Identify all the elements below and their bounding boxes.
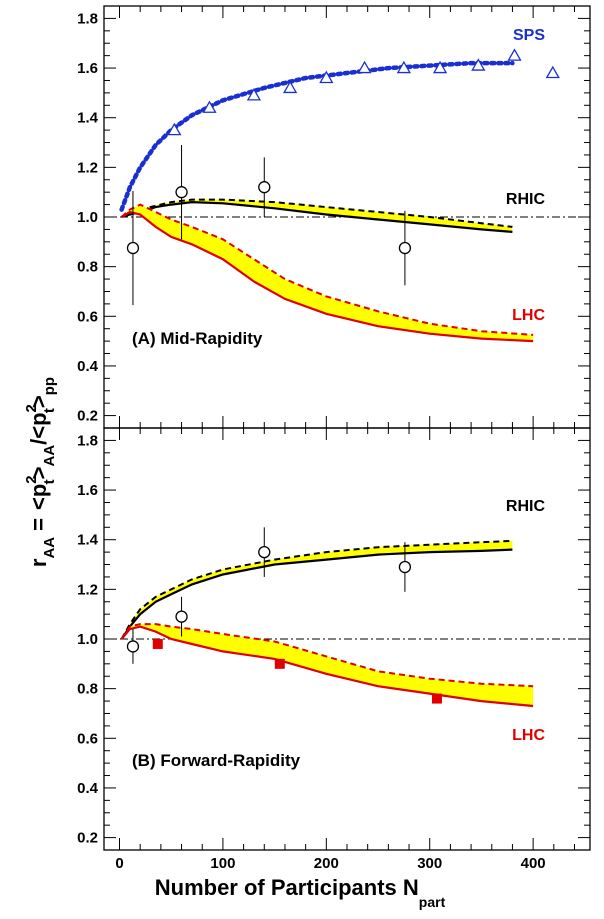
marker-circle	[258, 181, 271, 194]
series-label-lhc: LHC	[512, 727, 545, 744]
y-tick-label: 0.6	[77, 308, 98, 325]
y-tick-label: 1.0	[77, 209, 98, 226]
marker-circle	[398, 241, 412, 255]
x-tick-label: 100	[210, 855, 235, 872]
marker-circle	[126, 640, 140, 653]
series-label-rhic: RHIC	[506, 191, 546, 208]
marker-triangle	[246, 88, 262, 101]
x-tick-label: 200	[314, 855, 339, 872]
band-upper-lhc	[120, 623, 534, 688]
marker-triangle	[202, 100, 217, 113]
band-lower-lhc	[121, 210, 534, 343]
y-tick-label: 0.2	[77, 830, 98, 847]
y-tick-label: 1.4	[77, 532, 99, 549]
band-upper-rhic	[120, 539, 513, 640]
series-label-sps: SPS	[513, 27, 545, 44]
band-lower-rhic	[120, 548, 513, 640]
y-tick-label: 0.8	[77, 681, 98, 698]
marker-circle	[175, 186, 188, 199]
panel-title: (B) Forward-Rapidity	[132, 751, 301, 770]
y-tick-label: 1.6	[77, 482, 98, 499]
y-tick-label: 1.0	[77, 631, 98, 648]
y-tick-label: 1.8	[77, 432, 98, 449]
y-tick-label: 0.2	[77, 408, 98, 425]
panel-title: (A) Mid-Rapidity	[132, 329, 263, 348]
marker-triangle	[396, 60, 411, 74]
curve-sps	[119, 60, 515, 212]
marker-triangle	[167, 122, 182, 136]
series-label-rhic: RHIC	[506, 498, 546, 515]
x-tick-label: 400	[521, 855, 546, 872]
marker-triangle	[283, 80, 298, 94]
marker-square	[431, 693, 442, 704]
panel-0: 0.2 0.4 0.6 0.8 1.0 1.2 1.4 1.6 1.8 SPS RHIC LHC (A)…	[77, 5, 591, 429]
marker-triangle	[471, 58, 486, 71]
marker-triangle	[357, 60, 372, 74]
marker-circle	[126, 241, 140, 255]
y-axis-title: rAA=<p2t>AA/<p2t>pp	[23, 377, 58, 567]
marker-square	[152, 638, 163, 649]
panel-1: 0.2 0.4 0.6 0.8 1.0 1.2 1.4 1.6 1.8 RHIC LHC (B) Fo…	[77, 427, 591, 851]
x-tick-label: 300	[417, 855, 442, 872]
y-tick-label: 1.2	[77, 581, 98, 598]
marker-circle	[258, 545, 271, 559]
series-label-lhc: LHC	[512, 307, 545, 324]
x-tick-label: 0	[115, 855, 123, 872]
panels: 0.2 0.4 0.6 0.8 1.0 1.2 1.4 1.6 1.8 SPS RHIC LHC (A)…	[77, 5, 591, 872]
y-tick-label: 1.2	[77, 159, 98, 176]
marker-triangle	[545, 65, 560, 79]
y-tick-label: 1.4	[77, 110, 99, 127]
marker-triangle	[432, 60, 448, 74]
x-tick-labels: 0 100 200 300 400	[115, 855, 545, 872]
marker-triangle	[507, 48, 522, 61]
marker-square	[274, 658, 285, 669]
y-tick-label: 0.4	[77, 780, 99, 797]
marker-circle	[398, 560, 412, 574]
y-tick-label: 0.4	[77, 358, 99, 375]
marker-triangle	[319, 70, 334, 84]
band-lhc	[121, 624, 534, 706]
band-upper-lhc	[120, 203, 534, 336]
y-tick-label: 0.8	[77, 259, 98, 276]
y-tick-label: 0.6	[77, 730, 98, 747]
axis-titles: Number of Participants Npart rAA=<p2t>AA…	[23, 377, 446, 910]
x-axis-title: Number of Participants Npart	[155, 875, 446, 910]
band-lower-lhc	[120, 625, 534, 708]
y-tick-label: 1.8	[77, 10, 98, 27]
marker-circle	[175, 610, 188, 623]
x-axis-title-sub: part	[419, 894, 446, 910]
y-tick-label: 1.6	[77, 60, 98, 77]
